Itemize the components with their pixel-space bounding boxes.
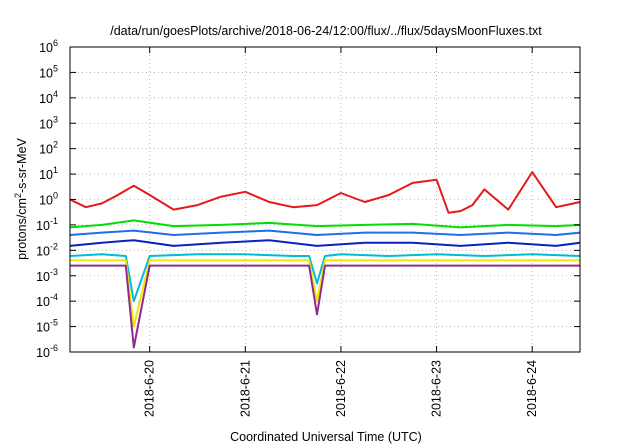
series-line <box>69 219 581 229</box>
y-tick-label: 10-2 <box>36 241 58 258</box>
series-line <box>69 171 581 214</box>
x-tick-label: 2018-6-21 <box>238 360 252 417</box>
x-tick-label: 2018-6-23 <box>430 360 444 417</box>
x-axis-tick-labels: 2018-6-20 2018-6-21 2018-6-22 2018-6-23 2018… <box>143 360 540 417</box>
y-axis-label: protons/cm2-s-sr-MeV <box>13 137 29 259</box>
y-axis-tick-labels: 10-6 10-5 10-4 10-3 10-2 10-1 100 101 102 103 104 1… <box>36 38 58 360</box>
tick-marks <box>70 46 580 353</box>
gridlines <box>70 47 580 352</box>
y-tick-label: 103 <box>39 114 58 131</box>
series-line <box>70 259 580 328</box>
series-lines <box>69 171 581 349</box>
y-tick-label: 105 <box>39 63 58 80</box>
y-tick-label: 10-5 <box>36 318 58 335</box>
y-tick-label: 104 <box>39 89 58 106</box>
y-tick-label: 106 <box>39 38 58 55</box>
x-tick-label: 2018-6-22 <box>334 360 348 417</box>
y-tick-label: 101 <box>39 165 58 182</box>
y-tick-label: 10-6 <box>36 343 58 360</box>
series-line <box>70 264 580 349</box>
y-tick-label: 10-4 <box>36 292 58 309</box>
series-line <box>69 253 581 303</box>
y-tick-label: 10-3 <box>36 267 58 284</box>
y-tick-label: 10-1 <box>36 216 58 233</box>
chart-title: /data/run/goesPlots/archive/2018-06-24/1… <box>110 24 542 38</box>
x-tick-label: 2018-6-24 <box>525 360 539 417</box>
series-line <box>69 239 581 247</box>
x-tick-label: 2018-6-20 <box>143 360 157 417</box>
series-line <box>69 229 581 236</box>
y-tick-label: 100 <box>39 191 58 208</box>
x-axis-label: Coordinated Universal Time (UTC) <box>230 430 422 444</box>
plot-area <box>69 46 581 353</box>
y-tick-label: 102 <box>39 140 58 157</box>
